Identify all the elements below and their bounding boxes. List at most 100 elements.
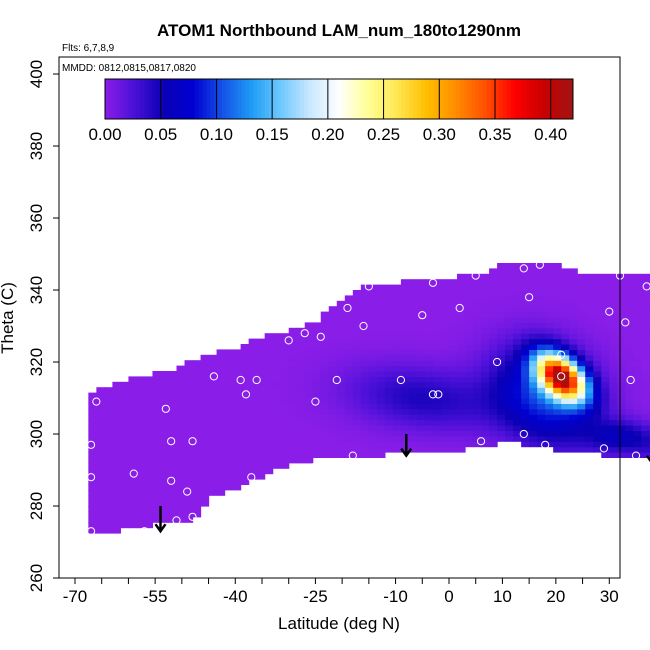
heatmap-cell bbox=[609, 344, 618, 350]
heatmap-cell bbox=[553, 408, 562, 415]
observation-point bbox=[300, 329, 309, 338]
heatmap-cell bbox=[152, 479, 162, 485]
heatmap-cell bbox=[577, 403, 586, 410]
colorbar-tick-label: 0.15 bbox=[256, 125, 289, 144]
heatmap-cell bbox=[312, 430, 322, 437]
heatmap-cell bbox=[505, 414, 514, 421]
observation-point bbox=[525, 293, 534, 302]
heatmap-cell bbox=[465, 322, 474, 329]
heatmap-cell bbox=[392, 322, 402, 329]
heatmap-cell bbox=[424, 414, 434, 421]
heatmap-cell bbox=[152, 441, 162, 448]
heatmap-cell bbox=[200, 441, 210, 448]
heatmap-cell bbox=[128, 430, 138, 437]
heatmap-cell bbox=[336, 403, 346, 410]
heatmap-cell bbox=[625, 376, 634, 383]
heatmap-cell bbox=[264, 441, 274, 448]
heatmap-cell bbox=[296, 414, 306, 421]
heatmap-cell bbox=[481, 295, 490, 302]
heatmap-cell bbox=[144, 381, 154, 388]
heatmap-cell bbox=[513, 371, 522, 377]
heatmap-cell bbox=[545, 398, 554, 404]
plot-frame bbox=[58, 56, 621, 579]
heatmap-cell bbox=[288, 392, 298, 399]
heatmap-cell bbox=[136, 419, 146, 426]
heatmap-cell bbox=[104, 484, 113, 491]
heatmap-cell bbox=[577, 446, 586, 453]
heatmap-cell bbox=[344, 327, 354, 334]
heatmap-cell bbox=[368, 300, 378, 307]
heatmap-cell bbox=[521, 376, 530, 383]
heatmap-cell bbox=[344, 392, 354, 399]
heatmap-cell bbox=[633, 349, 642, 356]
colorbar-swatch bbox=[132, 79, 137, 119]
heatmap-cell bbox=[184, 441, 194, 448]
heatmap-cell bbox=[641, 387, 650, 394]
y-tick-label: 380 bbox=[27, 132, 46, 160]
heatmap-cell bbox=[481, 273, 490, 280]
heatmap-cell bbox=[128, 392, 138, 399]
heatmap-cell bbox=[489, 322, 498, 329]
heatmap-cell bbox=[192, 430, 202, 437]
heatmap-cell bbox=[513, 284, 522, 291]
heatmap-cell bbox=[593, 327, 602, 334]
heatmap-cell bbox=[609, 290, 618, 296]
heatmap-cell bbox=[424, 371, 434, 377]
heatmap-cell bbox=[264, 392, 274, 399]
heatmap-cell bbox=[416, 349, 426, 356]
heatmap-cell bbox=[641, 333, 650, 340]
heatmap-cell bbox=[296, 452, 306, 458]
heatmap-cell bbox=[609, 381, 618, 388]
heatmap-cell bbox=[577, 365, 586, 372]
heatmap-cell bbox=[336, 387, 346, 394]
heatmap-cell bbox=[328, 392, 338, 399]
colorbar-swatch bbox=[198, 79, 203, 119]
heatmap-cell bbox=[320, 322, 330, 329]
heatmap-cell bbox=[312, 349, 322, 356]
heatmap-cell bbox=[152, 387, 162, 394]
heatmap-cell bbox=[200, 430, 210, 437]
heatmap-cell bbox=[296, 403, 306, 410]
heatmap-cell bbox=[200, 376, 210, 383]
heatmap-cell bbox=[264, 408, 274, 415]
heatmap-cell bbox=[224, 462, 234, 469]
heatmap-cell bbox=[232, 354, 242, 361]
heatmap-cell bbox=[384, 392, 394, 399]
heatmap-cell bbox=[449, 284, 458, 291]
heatmap-cell bbox=[184, 381, 194, 388]
heatmap-cell bbox=[336, 338, 346, 345]
heatmap-cell bbox=[625, 398, 634, 404]
heatmap-cell bbox=[481, 327, 490, 334]
heatmap-cell bbox=[537, 435, 546, 442]
heatmap-cell bbox=[112, 414, 121, 421]
heatmap-cell bbox=[553, 376, 562, 383]
heatmap-cell bbox=[360, 435, 370, 442]
heatmap-cell bbox=[521, 365, 530, 372]
heatmap-cell bbox=[537, 365, 546, 372]
heatmap-cell bbox=[216, 376, 226, 383]
heatmap-cell bbox=[88, 516, 97, 523]
heatmap-cell bbox=[505, 381, 514, 388]
heatmap-cell bbox=[328, 398, 338, 404]
heatmap-cell bbox=[256, 473, 266, 480]
colorbar-swatch bbox=[272, 79, 278, 119]
heatmap-cell bbox=[641, 371, 650, 377]
heatmap-cell bbox=[296, 344, 306, 350]
heatmap-cell bbox=[192, 435, 202, 442]
heatmap-cell bbox=[569, 273, 578, 280]
heatmap-cell bbox=[449, 344, 458, 350]
colorbar-swatch bbox=[288, 79, 293, 119]
heatmap-cell bbox=[208, 430, 218, 437]
heatmap-cell bbox=[609, 300, 618, 307]
colorbar-swatch bbox=[245, 79, 250, 119]
heatmap-cell bbox=[641, 338, 650, 345]
heatmap-cell bbox=[561, 311, 570, 318]
heatmap-cell bbox=[368, 317, 378, 323]
heatmap-cell bbox=[112, 516, 121, 523]
heatmap-cell bbox=[184, 457, 194, 464]
colorbar-swatch bbox=[549, 79, 554, 119]
heatmap-cell bbox=[232, 462, 242, 469]
heatmap-cell bbox=[561, 398, 570, 404]
heatmap-cell bbox=[481, 290, 490, 296]
heatmap-cell bbox=[585, 392, 594, 399]
